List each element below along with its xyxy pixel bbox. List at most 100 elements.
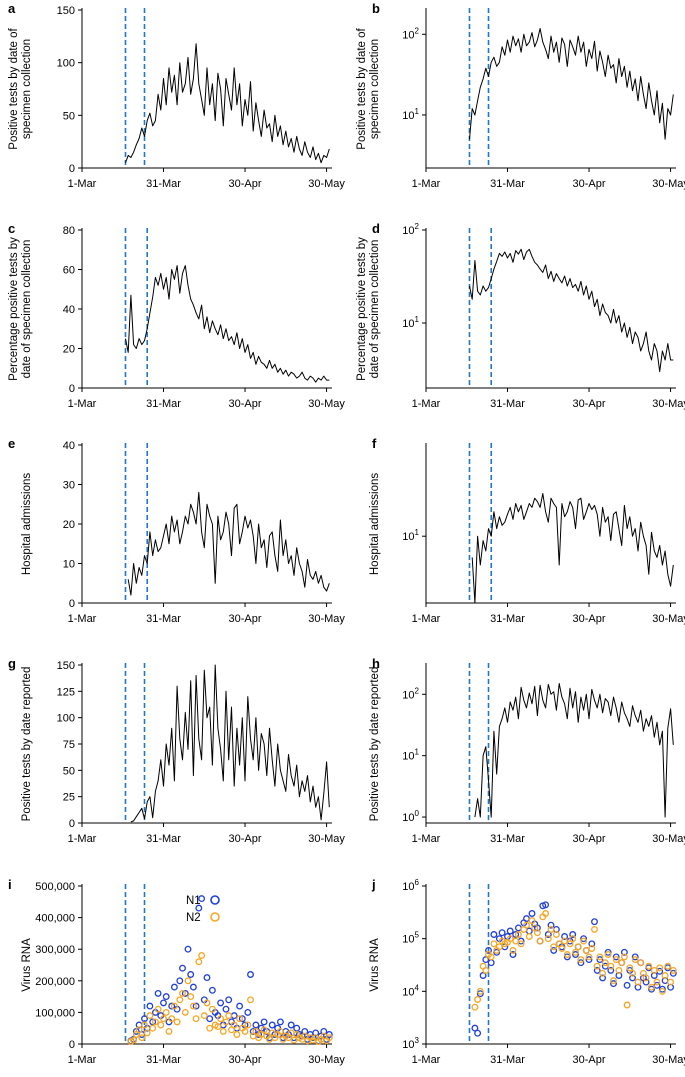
point-n2 [612,956,620,964]
point-n1 [599,974,607,982]
point-n1 [268,1021,276,1029]
point-n1 [192,1002,200,1010]
point-n2 [523,921,530,929]
y-tick-label: 102 [402,686,419,701]
point-n2 [588,945,596,952]
y-axis-label: Positive tests by date reported [369,667,381,822]
point-n1 [523,915,530,923]
x-tick-label: 30-May [652,833,685,845]
point-n1 [629,974,636,982]
point-n2 [165,1027,173,1035]
panel-label: e [8,436,15,451]
point-n2 [591,925,598,933]
point-n2 [661,972,669,979]
point-n2 [664,962,672,970]
point-n1 [506,927,514,935]
panel-g: g 1-Mar 31-Mar 30-Apr 30-May 0 25 50 75 100 125 150… [8,656,345,845]
point-n1 [287,1021,295,1029]
point-n1 [198,895,206,903]
point-n1 [181,989,189,997]
y-tick-label: 100,000 [35,1007,75,1019]
y-tick-label: 500,000 [35,881,75,893]
y-axis-label: Hospital admissions [21,473,33,576]
point-n2 [569,935,577,943]
point-n2 [552,931,560,938]
x-tick-label: 1-Mar [68,178,97,190]
y-axis-label-line: Percentage positive tests by [356,237,368,381]
y-axis-label-line: date of specimen collection [369,240,381,379]
point-n1 [187,971,195,978]
point-n1 [222,1005,230,1013]
point-n1 [591,918,598,926]
point-n1 [563,953,571,961]
point-n2 [593,962,601,970]
point-n2 [236,1015,244,1023]
x-tick-label: 1-Mar [68,1054,97,1066]
point-n2 [577,956,585,964]
point-n1 [141,1015,148,1023]
point-n2 [563,951,571,958]
point-n1 [620,948,628,956]
x-tick-label: 1-Mar [412,178,441,190]
x-tick-label: 30-May [308,398,345,410]
y-tick-label: 104 [402,983,419,998]
point-n2 [620,953,628,961]
panel-label: d [372,221,380,236]
point-n1 [596,956,604,964]
y-axis-label-line: Positive tests by date reported [369,667,381,822]
point-n2 [217,1015,225,1023]
point-n1 [514,924,522,932]
y-tick-label: 75 [63,739,75,751]
point-n1 [301,1027,309,1035]
point-n2 [512,937,520,945]
y-axis-label: Virus RNA [369,938,381,992]
x-tick-label: 1-Mar [412,833,441,845]
x-tick-label: 30-Apr [229,613,262,625]
point-n1 [476,990,484,998]
point-n1 [170,983,178,991]
point-n2 [572,948,579,956]
y-axis-label-line: Positive tests by date of [356,27,368,149]
x-tick-label: 30-May [652,1054,685,1066]
point-n1 [479,972,487,979]
y-tick-label: 106 [402,878,419,893]
y-axis-label: Positive tests by date ofspecimen collec… [8,27,33,149]
point-n2 [517,940,525,948]
data-line [469,28,674,140]
point-n2 [601,959,609,967]
x-tick-label: 31-Mar [146,178,181,190]
point-n2 [179,989,186,997]
point-n2 [208,1005,216,1013]
panel-h: h 1-Mar 31-Mar 30-Apr 30-May 100 101 102 Positiv… [369,656,685,845]
point-n1 [168,1002,176,1010]
y-axis-label: Percentage positive tests bydate of spec… [8,237,33,381]
point-n2 [648,983,655,991]
y-tick-label: 100 [57,58,75,70]
point-n2 [514,931,522,938]
data-line [125,265,330,383]
point-n2 [509,946,517,954]
point-n2 [325,1034,333,1042]
point-n1 [208,986,216,994]
point-n2 [173,1018,181,1026]
y-axis-label: Percentage positive tests bydate of spec… [356,237,381,381]
panel-label: g [8,656,16,671]
panel-e: e 1-Mar 31-Mar 30-Apr 30-May 0 10 20 30 40 Hospita… [8,436,345,625]
point-n2 [604,951,612,958]
point-n1 [490,931,498,938]
y-tick-label: 200,000 [35,976,75,988]
point-n2 [542,910,550,917]
point-n2 [276,1027,284,1035]
x-tick-label: 31-Mar [490,398,525,410]
point-n2 [149,1024,157,1032]
point-n1 [149,1018,157,1026]
point-n1 [604,948,612,956]
point-n2 [669,966,677,974]
y-tick-label: 102 [402,222,419,237]
point-n2 [247,996,254,1004]
panel-label: c [8,221,15,236]
y-tick-label: 50 [63,110,75,122]
x-tick-label: 1-Mar [412,613,441,625]
point-n1 [176,977,184,985]
y-tick-label: 101 [402,315,419,330]
